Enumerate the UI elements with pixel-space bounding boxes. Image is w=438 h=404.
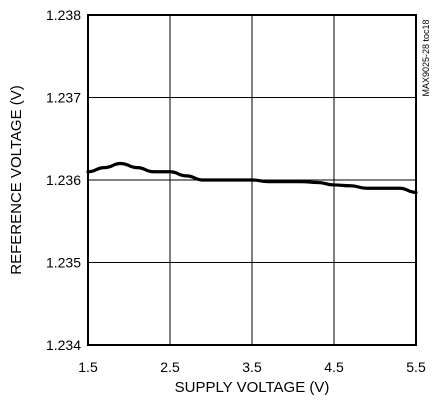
chart-annotation: MAX9025-28 toc18 xyxy=(421,19,431,96)
x-tick-label: 1.5 xyxy=(78,359,98,375)
x-tick-label: 4.5 xyxy=(324,359,344,375)
y-tick-label: 1.236 xyxy=(46,172,81,188)
plot-frame xyxy=(87,14,417,346)
y-tick-labels: 1.234 1.235 1.236 1.237 1.238 xyxy=(46,7,81,353)
y-tick-label: 1.234 xyxy=(46,337,81,353)
y-tick-label: 1.238 xyxy=(46,7,81,23)
x-tick-labels: 1.5 2.5 3.5 4.5 5.5 xyxy=(78,359,426,375)
series-line xyxy=(86,161,418,194)
x-tick-label: 3.5 xyxy=(242,359,262,375)
y-tick-label: 1.235 xyxy=(46,255,81,271)
data-series xyxy=(86,161,418,194)
x-tick-label: 5.5 xyxy=(406,359,426,375)
x-axis-label: SUPPLY VOLTAGE (V) xyxy=(175,379,330,396)
y-axis-label: REFERENCE VOLTAGE (V) xyxy=(8,85,25,274)
x-tick-label: 2.5 xyxy=(160,359,180,375)
y-tick-label: 1.237 xyxy=(46,90,81,106)
